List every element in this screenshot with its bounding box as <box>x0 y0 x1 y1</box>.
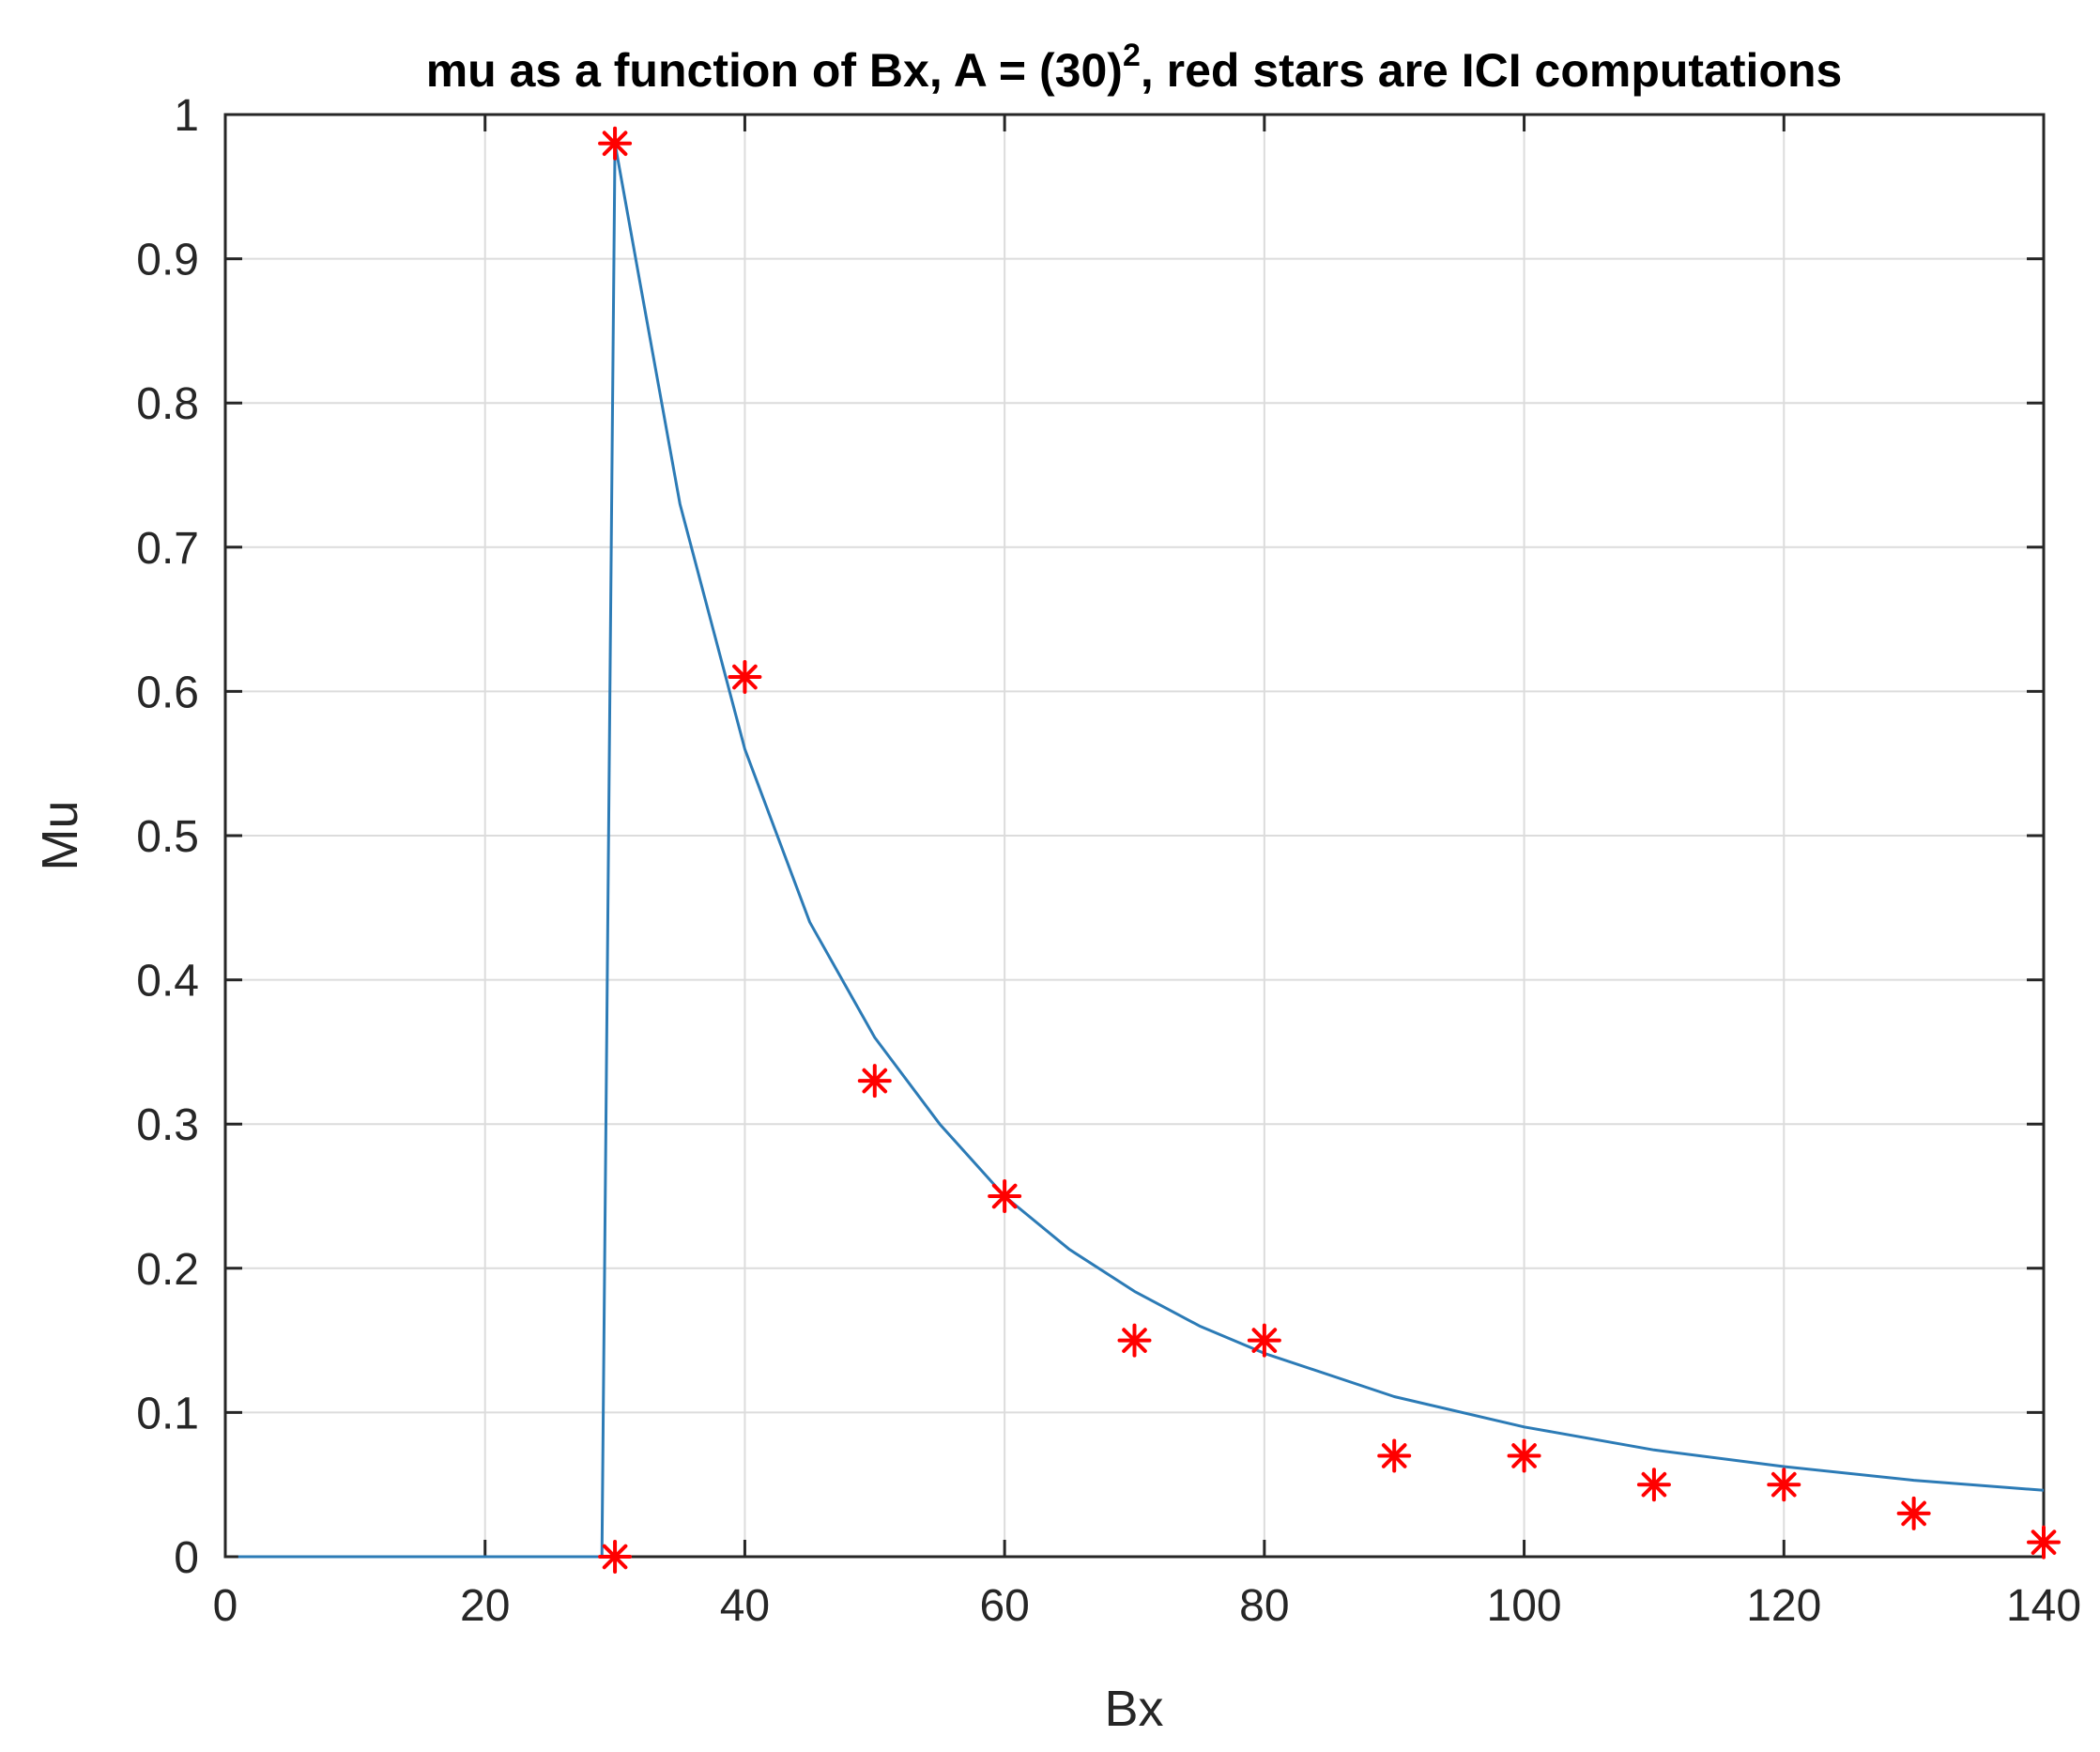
asterisk-stroke <box>602 131 628 157</box>
y-tick-label: 0.9 <box>136 236 199 285</box>
x-tick-label: 20 <box>460 1581 510 1631</box>
asterisk-stroke <box>1770 1471 1797 1498</box>
x-tick-label: 60 <box>979 1581 1029 1631</box>
asterisk-stroke <box>732 664 758 690</box>
x-tick-label: 140 <box>2006 1581 2081 1631</box>
grid <box>225 115 2044 1557</box>
asterisk-stroke <box>1641 1471 1667 1498</box>
y-tick-label: 0.8 <box>136 379 199 429</box>
ici-asterisk-marker <box>728 660 762 695</box>
y-tick-label: 0.5 <box>136 812 199 862</box>
chart-title-rest: , red stars are ICI computations <box>1141 44 1842 97</box>
y-tick-label: 0.3 <box>136 1100 199 1150</box>
asterisk-stroke <box>2031 1529 2057 1555</box>
ici-asterisk-marker <box>2027 1525 2061 1560</box>
y-tick-label: 0.1 <box>136 1389 199 1438</box>
ici-asterisk-marker <box>1247 1323 1281 1358</box>
asterisk-stroke <box>862 1068 888 1094</box>
asterisk-stroke <box>602 1544 628 1570</box>
chart-title-main: mu as a function of Bx, A = (30) <box>426 44 1123 97</box>
chart-title-superscript: 2 <box>1123 38 1141 73</box>
ici-asterisk-marker <box>1507 1438 1541 1473</box>
x-tick-label: 120 <box>1746 1581 1821 1631</box>
ici-asterisk-marker <box>1767 1468 1801 1502</box>
y-tick-label: 0.2 <box>136 1245 199 1295</box>
y-axis-label: Mu <box>32 800 88 870</box>
y-tick-label: 0.6 <box>136 668 199 717</box>
asterisk-stroke <box>1901 1500 1926 1527</box>
x-tick-label: 100 <box>1487 1581 1562 1631</box>
ici-asterisk-marker <box>598 126 633 161</box>
y-tick-label: 1 <box>174 91 199 141</box>
x-tick-label: 80 <box>1239 1581 1289 1631</box>
ici-asterisk-marker <box>1117 1323 1152 1358</box>
y-tick-label: 0 <box>174 1533 199 1583</box>
ici-asterisk-marker <box>1636 1468 1671 1502</box>
x-tick-label: 0 <box>213 1581 238 1631</box>
chart-title: mu as a function of Bx, A = (30)2, red s… <box>426 38 1843 97</box>
asterisk-stroke <box>1381 1443 1407 1468</box>
ici-asterisk-marker <box>1896 1496 1931 1530</box>
ici-asterisk-marker <box>598 1540 633 1574</box>
asterisk-stroke <box>1511 1443 1537 1468</box>
x-axis-label: Bx <box>1104 1681 1163 1737</box>
ici-asterisk-marker <box>988 1179 1022 1213</box>
x-tick-label: 40 <box>720 1581 770 1631</box>
asterisk-stroke <box>1122 1328 1147 1353</box>
y-tick-label: 0.7 <box>136 524 199 574</box>
x-tick-labels: 0 20 40 60 80 100 120 140 <box>213 1581 2081 1631</box>
axis-ticks <box>223 113 2046 1559</box>
series <box>238 126 2061 1574</box>
asterisk-stroke <box>991 1183 1018 1209</box>
y-tick-label: 0.4 <box>136 957 199 1007</box>
asterisk-stroke <box>1251 1328 1278 1353</box>
ici-asterisk-marker <box>1377 1438 1412 1473</box>
y-tick-labels: 0 0.1 0.2 0.3 0.4 0.5 0.6 0.7 0.8 0.9 1 <box>136 91 199 1583</box>
mu-curve-line <box>238 142 2045 1559</box>
ici-asterisk-marker <box>857 1064 892 1099</box>
